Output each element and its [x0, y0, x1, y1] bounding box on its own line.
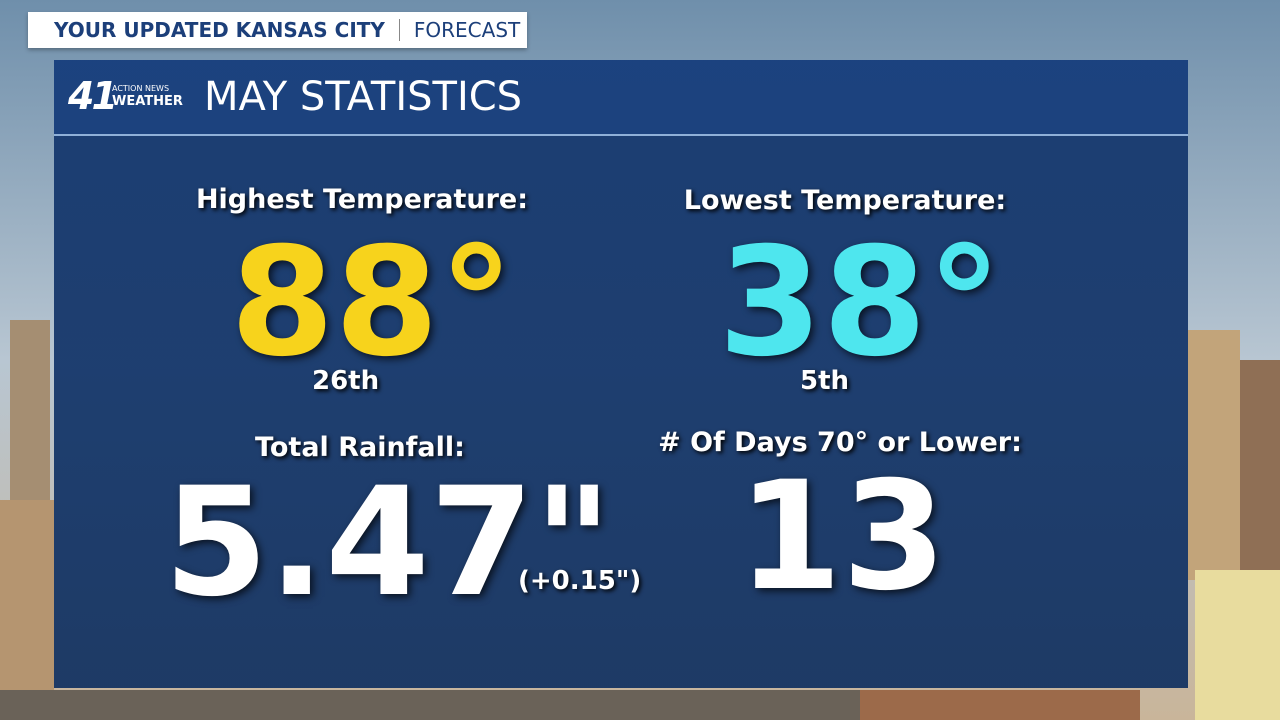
stat-label: Lowest Temperature: — [683, 185, 1007, 216]
stat-value: 13 — [737, 450, 947, 624]
logo-line: ACTION NEWS — [112, 84, 170, 93]
stat-value: 38° — [718, 216, 1002, 390]
stat-value: 5.47" — [163, 456, 613, 630]
stat-note: (+0.15") — [518, 566, 642, 596]
banner-subtitle: FORECAST — [413, 18, 521, 42]
logo-number: 41 — [68, 74, 118, 118]
top-banner: YOUR UPDATED KANSAS CITY FORECAST — [28, 12, 527, 48]
panel-header — [54, 60, 1188, 136]
banner-title: YOUR UPDATED KANSAS CITY — [54, 18, 385, 42]
panel — [54, 60, 1188, 688]
logo-line: WEATHER — [112, 94, 183, 109]
stat-note: 26th — [312, 366, 380, 396]
separator — [398, 19, 400, 41]
panel-title: MAY STATISTICS — [204, 74, 523, 120]
stat-label: Highest Temperature: — [195, 184, 529, 215]
stat-note: 5th — [800, 366, 850, 396]
stat-value: 88° — [230, 216, 514, 390]
stat-label: # Of Days 70° or Lower: — [658, 427, 1022, 458]
stat-label: Total Rainfall: — [255, 432, 465, 463]
